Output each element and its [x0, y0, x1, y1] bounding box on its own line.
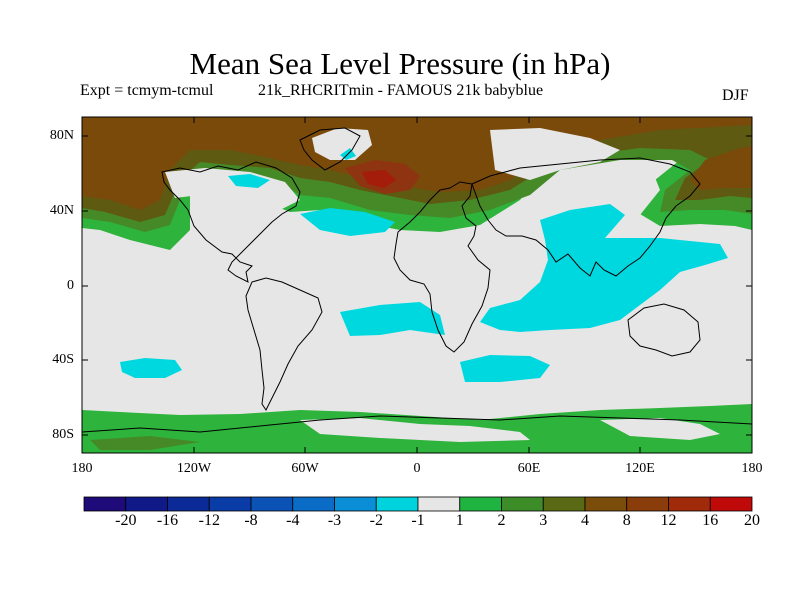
- colorbar-tick-label: 16: [702, 512, 719, 529]
- colorbar-swatch: [125, 496, 168, 512]
- antarctic-dark-green: [90, 436, 200, 450]
- north-atlantic-cyan: [300, 208, 395, 236]
- south-africa-cyan: [460, 355, 550, 382]
- coastlines: [81, 127, 753, 433]
- lon-label-180w: 180: [71, 461, 93, 476]
- colorbar-swatch: [208, 496, 252, 512]
- lon-label-120e: 120E: [625, 461, 655, 476]
- canada-cyan-spot: [228, 174, 270, 188]
- colorbar-tick-label: -20: [115, 512, 137, 529]
- south-atlantic-cyan: [340, 302, 445, 336]
- map-ticks: [81, 117, 753, 453]
- south-pacific-cyan: [120, 358, 182, 378]
- antarctic-neutral-b: [600, 418, 720, 440]
- north-red-core: [362, 170, 396, 188]
- colorbar-swatch: [250, 496, 294, 512]
- colorbar-swatch: [501, 496, 544, 512]
- lat-label-80s: 80S: [52, 427, 74, 442]
- colorbar: [83, 496, 753, 512]
- lon-label-60w: 60W: [291, 461, 319, 476]
- lat-label-equator: 0: [67, 278, 74, 293]
- lon-label-0: 0: [413, 461, 421, 476]
- colorbar-swatch: [584, 496, 628, 512]
- colorbar-tick-label: 2: [497, 512, 506, 529]
- season-label: DJF: [722, 87, 749, 104]
- run-label: 21k_RHCRITmin - FAMOUS 21k babyblue: [258, 82, 544, 99]
- greenland-coast: [299, 127, 361, 171]
- antarctica-coast: [81, 415, 753, 433]
- colorbar-tick-label: -2: [369, 512, 383, 529]
- colorbar-swatch: [334, 496, 377, 512]
- colorbar-tick-label: 12: [660, 512, 677, 529]
- colorbar-tick-label: -4: [286, 512, 300, 529]
- colorbar-swatch: [709, 496, 753, 512]
- map-plot: [82, 117, 752, 453]
- colorbar-tick-label: 20: [744, 512, 760, 529]
- colorbar-swatch: [167, 496, 210, 512]
- chart-title: Mean Sea Level Pressure (in hPa): [189, 46, 611, 81]
- siberia-neutral-patch: [490, 128, 620, 180]
- colorbar-swatch: [417, 496, 461, 512]
- colorbar-swatch: [292, 496, 335, 512]
- canada-neutral-patch: [165, 168, 300, 210]
- lat-label-40s: 40S: [52, 352, 74, 367]
- colorbar-tick-label: 8: [622, 512, 631, 529]
- south-america-coast: [245, 277, 323, 411]
- lat-label-80n: 80N: [49, 128, 74, 143]
- north-america-coast: [161, 161, 301, 283]
- experiment-label: Expt = tcmym-tcmul: [80, 82, 214, 99]
- indian-ocean-cyan: [480, 204, 728, 332]
- colorbar-tick-label: -8: [244, 512, 258, 529]
- colorbar-tick-label: 3: [539, 512, 548, 529]
- lon-label-120w: 120W: [176, 461, 212, 476]
- lon-label-180e: 180: [741, 461, 763, 476]
- colorbar-tick-label: 4: [581, 512, 589, 529]
- colorbar-swatch: [459, 496, 502, 512]
- australia-coast: [627, 303, 701, 357]
- colorbar-tick-label: -1: [411, 512, 425, 529]
- colorbar-tick-label: -3: [327, 512, 342, 529]
- colorbar-swatch: [542, 496, 586, 512]
- colorbar-swatch: [375, 496, 419, 512]
- colorbar-swatch: [668, 496, 711, 512]
- asia-coast: [471, 157, 701, 277]
- colorbar-tick-label: 1: [455, 512, 464, 529]
- colorbar-swatch: [83, 496, 127, 512]
- colorbar-tick-label: -16: [156, 512, 179, 529]
- lon-label-60e: 60E: [517, 461, 541, 476]
- lat-label-40n: 40N: [49, 203, 74, 218]
- antarctic-neutral-a: [300, 418, 530, 442]
- europe-africa-coast: [393, 181, 491, 353]
- arctic-neutral-patch: [312, 128, 372, 160]
- colorbar-swatch: [626, 496, 669, 512]
- colorbar-tick-label: -12: [198, 512, 220, 529]
